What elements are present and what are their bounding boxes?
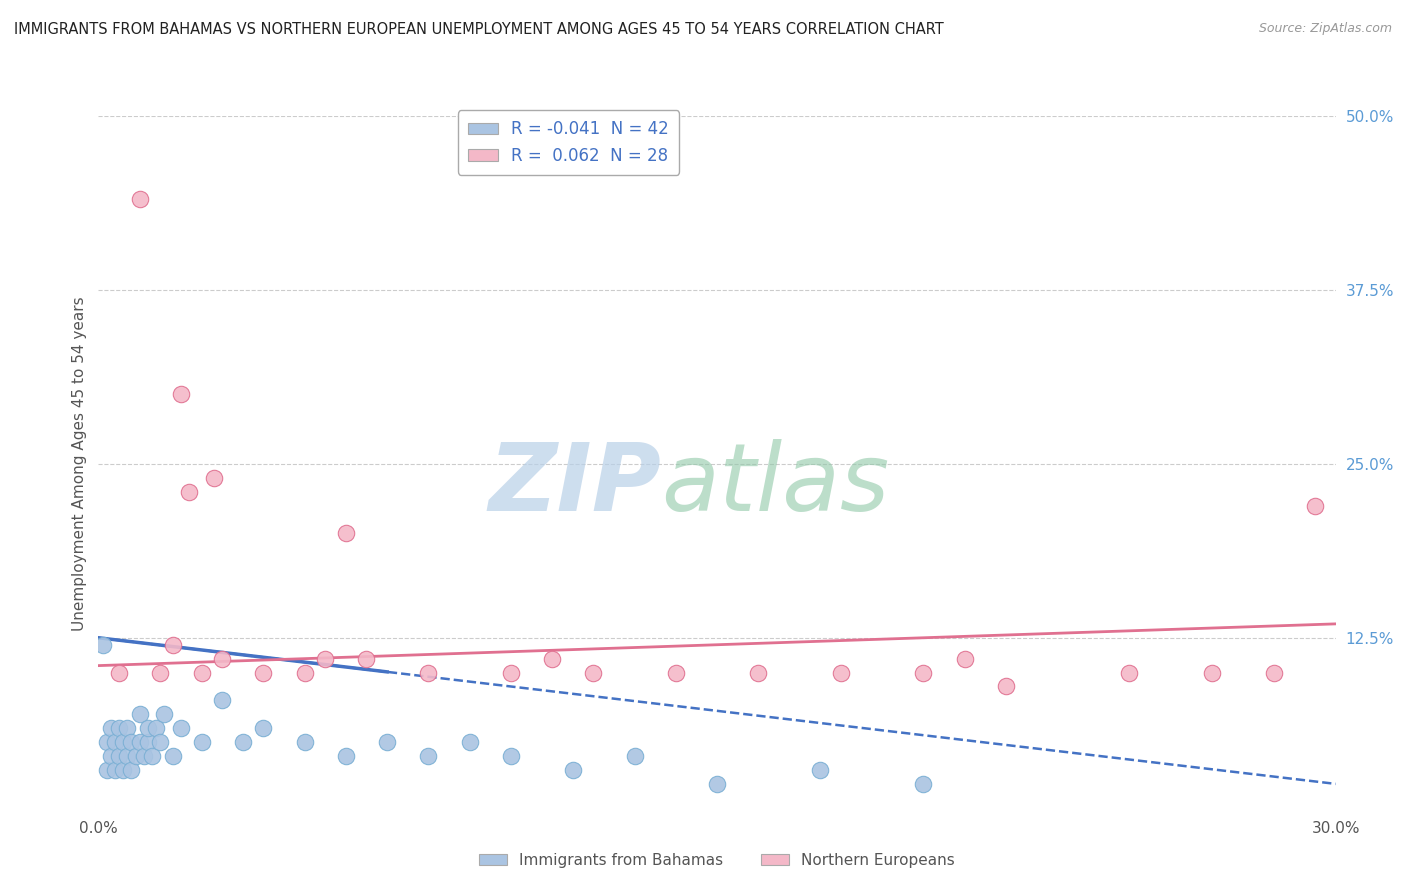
Point (202, 471, 225, 485)
Point (153, 707, 176, 722)
Point (104, 735, 127, 749)
Text: IMMIGRANTS FROM BAHAMAS VS NORTHERN EUROPEAN UNEMPLOYMENT AMONG AGES 45 TO 54 YE: IMMIGRANTS FROM BAHAMAS VS NORTHERN EURO… (14, 22, 943, 37)
Point (1303, 499, 1326, 513)
Point (162, 749, 184, 764)
Point (108, 721, 131, 735)
Legend: Immigrants from Bahamas, Northern Europeans: Immigrants from Bahamas, Northern Europe… (474, 847, 960, 873)
Point (994, 680, 1017, 694)
Point (112, 735, 135, 749)
Point (120, 735, 142, 749)
Point (120, 763, 142, 777)
Point (149, 735, 172, 749)
Text: Source: ZipAtlas.com: Source: ZipAtlas.com (1258, 22, 1392, 36)
Point (541, 651, 564, 665)
Point (912, 665, 935, 680)
Point (170, 387, 193, 401)
Point (335, 526, 357, 541)
Point (665, 665, 688, 680)
Point (294, 665, 316, 680)
Point (170, 721, 193, 735)
Point (104, 763, 127, 777)
Point (179, 484, 201, 499)
Point (499, 749, 522, 764)
Point (1263, 665, 1285, 680)
Point (96, 763, 118, 777)
Point (100, 749, 122, 764)
Point (623, 749, 645, 764)
Point (252, 721, 274, 735)
Point (1201, 665, 1223, 680)
Point (117, 721, 139, 735)
Point (162, 638, 184, 652)
Point (830, 665, 852, 680)
Point (232, 735, 254, 749)
Point (128, 735, 150, 749)
Point (418, 749, 440, 764)
Point (136, 735, 159, 749)
Point (1118, 665, 1140, 680)
Point (561, 763, 583, 777)
Point (335, 749, 357, 764)
Point (706, 777, 728, 791)
Point (582, 665, 605, 680)
Point (294, 735, 316, 749)
Point (808, 763, 831, 777)
Point (128, 707, 150, 722)
Point (375, 735, 398, 749)
Point (356, 651, 378, 665)
Point (912, 777, 935, 791)
Point (128, 193, 150, 207)
Point (747, 665, 769, 680)
Point (124, 749, 146, 764)
Point (108, 665, 131, 680)
Point (112, 763, 135, 777)
Text: ZIP: ZIP (488, 439, 661, 531)
Point (132, 749, 155, 764)
Point (418, 665, 440, 680)
Point (953, 651, 976, 665)
Point (149, 665, 172, 680)
Point (141, 749, 163, 764)
Point (190, 665, 212, 680)
Point (314, 651, 336, 665)
Point (108, 749, 131, 764)
Point (190, 735, 212, 749)
Point (499, 665, 522, 680)
Point (211, 693, 233, 707)
Y-axis label: Unemployment Among Ages 45 to 54 years: Unemployment Among Ages 45 to 54 years (72, 296, 87, 632)
Point (252, 665, 274, 680)
Point (117, 749, 139, 764)
Point (91, 638, 114, 652)
Point (100, 721, 122, 735)
Point (136, 721, 159, 735)
Text: atlas: atlas (661, 439, 890, 530)
Point (211, 651, 233, 665)
Point (145, 721, 167, 735)
Point (458, 735, 481, 749)
Point (96, 735, 118, 749)
